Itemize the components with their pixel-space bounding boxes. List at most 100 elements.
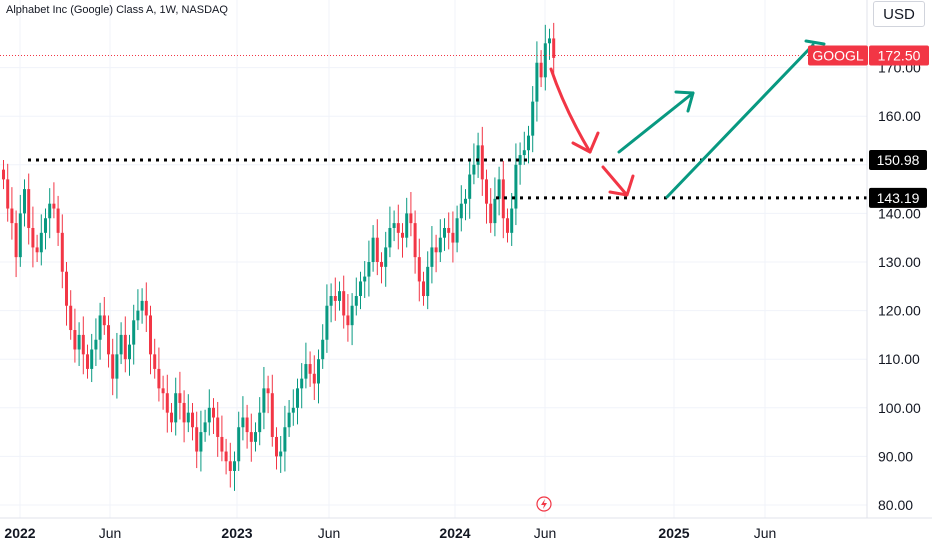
lightning-icon[interactable] xyxy=(536,496,552,512)
candle xyxy=(254,422,257,452)
candle xyxy=(552,22,556,78)
candle xyxy=(359,271,362,310)
candle xyxy=(329,283,333,323)
candle xyxy=(86,344,89,379)
price-axis[interactable]: 170.00160.00150.00140.00130.00120.00110.… xyxy=(878,60,921,513)
svg-text:150.98: 150.98 xyxy=(877,152,920,168)
candle xyxy=(35,234,39,262)
candle xyxy=(548,28,551,60)
candle xyxy=(531,86,535,153)
candle xyxy=(388,206,392,258)
candle xyxy=(191,402,194,441)
y-tick-label: 140.00 xyxy=(878,205,921,221)
candle xyxy=(228,442,232,488)
candle xyxy=(350,293,354,346)
x-tick-label: 2024 xyxy=(439,525,470,541)
y-tick-label: 160.00 xyxy=(878,108,921,124)
last-price-label[interactable]: 172.50 xyxy=(869,45,929,66)
candle xyxy=(455,205,459,253)
candle xyxy=(396,204,400,250)
candle xyxy=(354,277,358,316)
candle xyxy=(464,189,467,221)
support-levels xyxy=(0,54,867,200)
candle xyxy=(182,390,186,443)
candle xyxy=(165,374,169,433)
candle xyxy=(111,338,115,396)
candle xyxy=(401,223,404,258)
annotation-arrows xyxy=(549,39,826,199)
candle xyxy=(413,210,417,274)
candle xyxy=(31,206,35,268)
green-arrow-up-2[interactable] xyxy=(665,39,826,199)
candle xyxy=(317,349,320,404)
candle xyxy=(392,210,396,242)
candle xyxy=(48,188,52,239)
candle xyxy=(60,214,64,289)
candle xyxy=(23,179,26,227)
candle xyxy=(249,413,253,462)
candle xyxy=(178,371,182,420)
x-tick-label: Jun xyxy=(99,525,122,541)
candle xyxy=(485,169,488,224)
candle xyxy=(207,389,211,436)
red-arrow-down-1[interactable] xyxy=(549,67,600,154)
candle xyxy=(212,398,215,435)
candle xyxy=(514,143,518,226)
candle xyxy=(123,316,127,373)
candle xyxy=(262,366,266,430)
candlesticks xyxy=(2,22,556,491)
level-price-label[interactable]: 150.98 xyxy=(869,150,927,171)
candle xyxy=(245,404,249,449)
candle xyxy=(90,333,94,383)
x-tick-label: Jun xyxy=(318,525,341,541)
symbol-label[interactable]: GOOGL xyxy=(808,45,868,66)
candle xyxy=(476,132,480,178)
candle xyxy=(296,378,299,425)
time-axis[interactable]: 2022 Jun 2023 Jun 2024 Jun 2025 Jun xyxy=(4,525,776,541)
svg-text:GOOGL: GOOGL xyxy=(812,47,864,63)
candle xyxy=(98,302,102,360)
y-tick-label: 110.00 xyxy=(878,351,920,367)
candle xyxy=(422,271,425,306)
candle xyxy=(304,342,308,389)
candle xyxy=(321,324,325,369)
level-price-label[interactable]: 143.19 xyxy=(869,187,927,208)
candle xyxy=(107,315,110,368)
candle xyxy=(153,338,157,379)
candle xyxy=(543,24,547,91)
green-arrow-up-1[interactable] xyxy=(617,90,695,154)
candle xyxy=(52,182,56,219)
candle xyxy=(258,397,262,446)
candle xyxy=(346,294,350,342)
candle xyxy=(501,160,505,239)
candle xyxy=(367,240,371,297)
candle xyxy=(73,308,77,363)
candle xyxy=(472,143,476,185)
candle xyxy=(65,262,68,326)
candle xyxy=(27,173,31,245)
candle xyxy=(119,322,123,365)
candle xyxy=(241,396,245,441)
candle xyxy=(426,251,430,310)
candle xyxy=(136,289,140,331)
candle xyxy=(417,238,421,302)
red-arrow-down-2[interactable] xyxy=(601,165,635,197)
candle xyxy=(287,400,291,437)
candle xyxy=(224,438,228,475)
currency-button[interactable]: USD xyxy=(873,1,925,27)
candle xyxy=(161,375,165,410)
svg-text:143.19: 143.19 xyxy=(877,190,920,206)
candle xyxy=(220,415,224,462)
candle xyxy=(18,194,22,267)
candle xyxy=(405,197,409,248)
candle xyxy=(384,231,388,287)
y-tick-label: 120.00 xyxy=(878,303,921,319)
candle xyxy=(342,275,346,329)
x-tick-label: Jun xyxy=(534,525,557,541)
candle xyxy=(149,305,152,375)
candle xyxy=(447,212,451,250)
candle xyxy=(10,187,14,240)
candle xyxy=(77,322,81,367)
x-tick-label: 2025 xyxy=(658,525,689,541)
